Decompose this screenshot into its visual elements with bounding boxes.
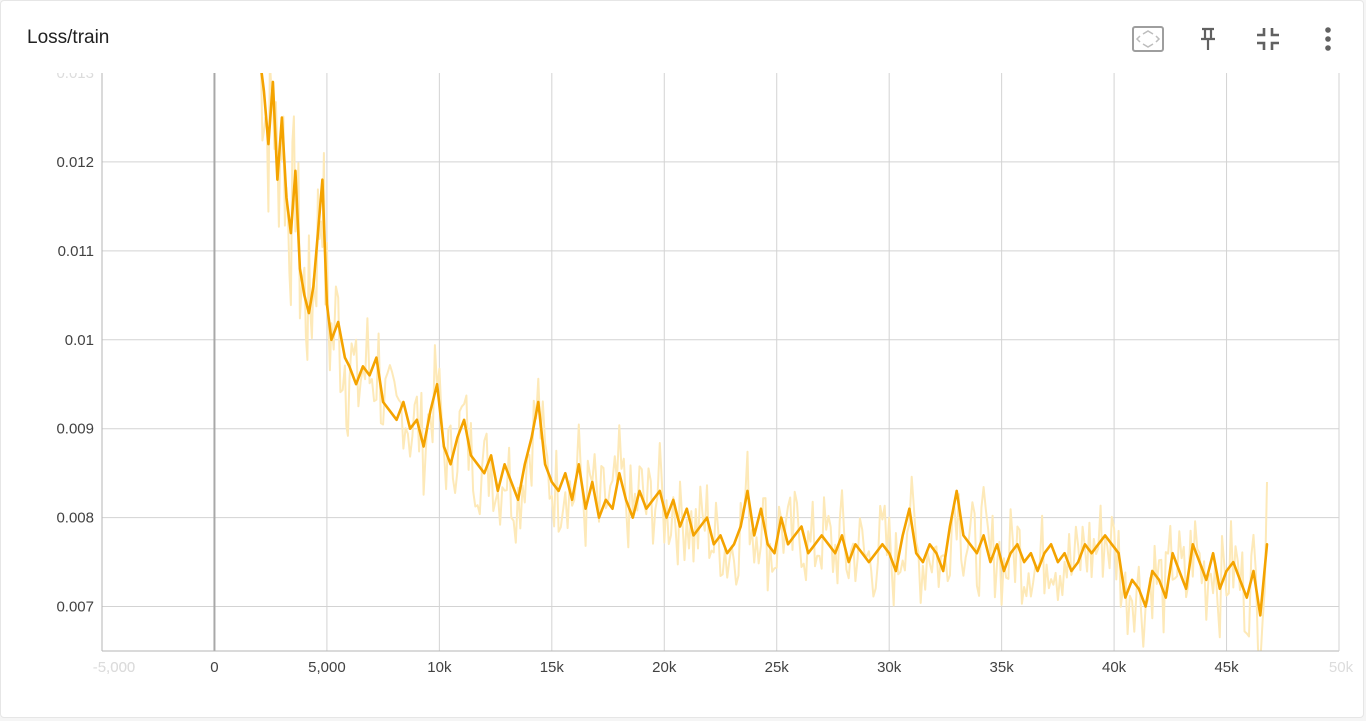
x-tick-label-clipped: -5,000 [93,659,136,676]
x-tick-label: 35k [990,659,1015,676]
x-tick-label: 30k [877,659,902,676]
y-tick-label: 0.01 [65,332,94,349]
fit-screen-icon [1132,26,1164,52]
collapse-button[interactable] [1251,23,1285,55]
y-tick-label: 0.009 [56,421,94,438]
x-tick-label: 45k [1214,659,1239,676]
x-tick-label: 25k [765,659,790,676]
y-tick-label: 0.007 [56,599,94,616]
collapse-icon [1257,28,1279,50]
smoothed-series-line [260,73,1269,617]
label-mask [41,56,101,73]
pin-icon [1201,27,1215,50]
series-layer [260,73,1269,651]
more-vert-icon [1325,27,1331,51]
x-tick-label: 15k [540,659,565,676]
card-title: Loss/train [27,27,110,48]
y-tick-label: 0.008 [56,510,94,527]
x-tick-label: 20k [652,659,677,676]
y-tick-label: 0.011 [58,243,94,260]
raw-series-line [260,73,1268,651]
label-mask [1,656,102,681]
fit-domain-button[interactable] [1131,23,1165,55]
x-tick-label: 40k [1102,659,1127,676]
pin-button[interactable] [1191,23,1225,55]
y-tick-label: 0.012 [56,154,94,171]
x-tick-label-clipped: 50k [1329,659,1354,676]
more-options-button[interactable] [1311,23,1345,55]
x-tick-label: 10k [427,659,452,676]
chart-axes [101,73,1340,652]
x-tick-label: 0 [210,659,218,676]
x-tick-label-clipped: -5,000 [93,659,136,676]
x-tick-label: 5,000 [308,659,346,676]
